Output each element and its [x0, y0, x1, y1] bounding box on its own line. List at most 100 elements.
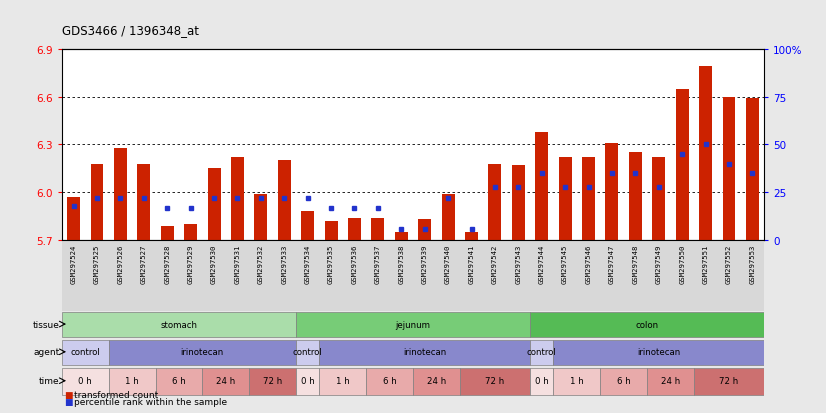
Bar	[629, 153, 642, 241]
Text: 72 h: 72 h	[486, 376, 505, 385]
Text: GSM297548: GSM297548	[633, 244, 638, 283]
Bar	[413, 368, 460, 395]
Text: 0 h: 0 h	[78, 376, 93, 385]
Text: ■: ■	[64, 390, 73, 399]
Text: GSM297530: GSM297530	[211, 244, 217, 283]
Text: GSM297532: GSM297532	[258, 244, 263, 283]
Text: time: time	[39, 376, 59, 385]
Bar	[582, 158, 595, 241]
Text: GSM297533: GSM297533	[282, 244, 287, 283]
Bar	[320, 340, 530, 365]
Text: 1 h: 1 h	[570, 376, 584, 385]
Text: 0 h: 0 h	[301, 376, 315, 385]
Text: 72 h: 72 h	[263, 376, 282, 385]
Bar	[62, 312, 296, 337]
Bar	[512, 166, 525, 241]
Text: control: control	[70, 347, 100, 356]
Text: tissue: tissue	[33, 320, 59, 329]
Text: irinotecan: irinotecan	[403, 347, 446, 356]
Bar	[647, 368, 694, 395]
Bar	[296, 340, 320, 365]
Bar	[155, 368, 202, 395]
Text: control: control	[527, 347, 557, 356]
Bar	[605, 143, 619, 241]
Text: transformed count: transformed count	[74, 390, 159, 399]
Text: GSM297541: GSM297541	[468, 244, 474, 283]
Text: 0 h: 0 h	[535, 376, 548, 385]
Text: GSM297545: GSM297545	[563, 244, 568, 283]
Text: 24 h: 24 h	[427, 376, 446, 385]
Bar	[301, 212, 314, 241]
Text: GSM297544: GSM297544	[539, 244, 544, 283]
Text: GSM297552: GSM297552	[726, 244, 732, 283]
Bar	[366, 368, 413, 395]
Bar	[746, 99, 759, 241]
Text: GDS3466 / 1396348_at: GDS3466 / 1396348_at	[62, 24, 199, 37]
Bar	[278, 161, 291, 241]
Text: 24 h: 24 h	[216, 376, 235, 385]
Bar	[694, 368, 764, 395]
Text: GSM297536: GSM297536	[352, 244, 358, 283]
Bar	[530, 368, 553, 395]
Bar	[202, 368, 249, 395]
Text: GSM297531: GSM297531	[235, 244, 240, 283]
Text: agent: agent	[33, 347, 59, 356]
Text: GSM297534: GSM297534	[305, 244, 311, 283]
Text: GSM297524: GSM297524	[71, 244, 77, 283]
Text: GSM297542: GSM297542	[492, 244, 498, 283]
Bar	[488, 164, 501, 241]
Text: GSM297525: GSM297525	[94, 244, 100, 283]
Bar	[62, 368, 109, 395]
Bar	[184, 225, 197, 241]
Text: 6 h: 6 h	[382, 376, 396, 385]
Text: GSM297527: GSM297527	[141, 244, 147, 283]
Text: irinotecan: irinotecan	[637, 347, 681, 356]
Text: GSM297537: GSM297537	[375, 244, 381, 283]
Bar	[348, 218, 361, 241]
Text: 1 h: 1 h	[336, 376, 349, 385]
Text: colon: colon	[635, 320, 658, 329]
Text: GSM297538: GSM297538	[398, 244, 404, 283]
Bar	[91, 164, 103, 241]
Bar	[653, 158, 665, 241]
Text: GSM297526: GSM297526	[117, 244, 123, 283]
Text: GSM297529: GSM297529	[188, 244, 193, 283]
Bar	[460, 368, 530, 395]
Text: jejunum: jejunum	[396, 320, 430, 329]
Text: percentile rank within the sample: percentile rank within the sample	[74, 397, 227, 406]
Bar	[296, 368, 320, 395]
Bar	[62, 340, 109, 365]
Text: GSM297551: GSM297551	[703, 244, 709, 283]
Bar	[325, 221, 338, 241]
Bar	[395, 233, 408, 241]
Bar	[109, 368, 155, 395]
Text: GSM297549: GSM297549	[656, 244, 662, 283]
Bar	[231, 158, 244, 241]
Text: GSM297543: GSM297543	[515, 244, 521, 283]
Bar	[553, 368, 601, 395]
Text: GSM297553: GSM297553	[749, 244, 755, 283]
Text: GSM297547: GSM297547	[609, 244, 615, 283]
Text: 24 h: 24 h	[661, 376, 680, 385]
Bar	[67, 198, 80, 241]
Bar	[418, 220, 431, 241]
Text: GSM297540: GSM297540	[445, 244, 451, 283]
Text: GSM297550: GSM297550	[679, 244, 685, 283]
Text: 72 h: 72 h	[719, 376, 738, 385]
Bar	[676, 89, 689, 241]
Text: GSM297528: GSM297528	[164, 244, 170, 283]
Bar	[553, 340, 764, 365]
Bar	[465, 233, 478, 241]
Text: GSM297539: GSM297539	[422, 244, 428, 283]
Text: ■: ■	[64, 397, 73, 406]
Text: 1 h: 1 h	[126, 376, 139, 385]
Bar	[372, 218, 384, 241]
Bar	[530, 340, 553, 365]
Bar	[254, 195, 268, 241]
Bar	[601, 368, 647, 395]
Bar	[723, 97, 735, 241]
Bar	[137, 164, 150, 241]
Bar	[161, 226, 173, 241]
Bar	[320, 368, 366, 395]
Bar	[535, 132, 548, 241]
